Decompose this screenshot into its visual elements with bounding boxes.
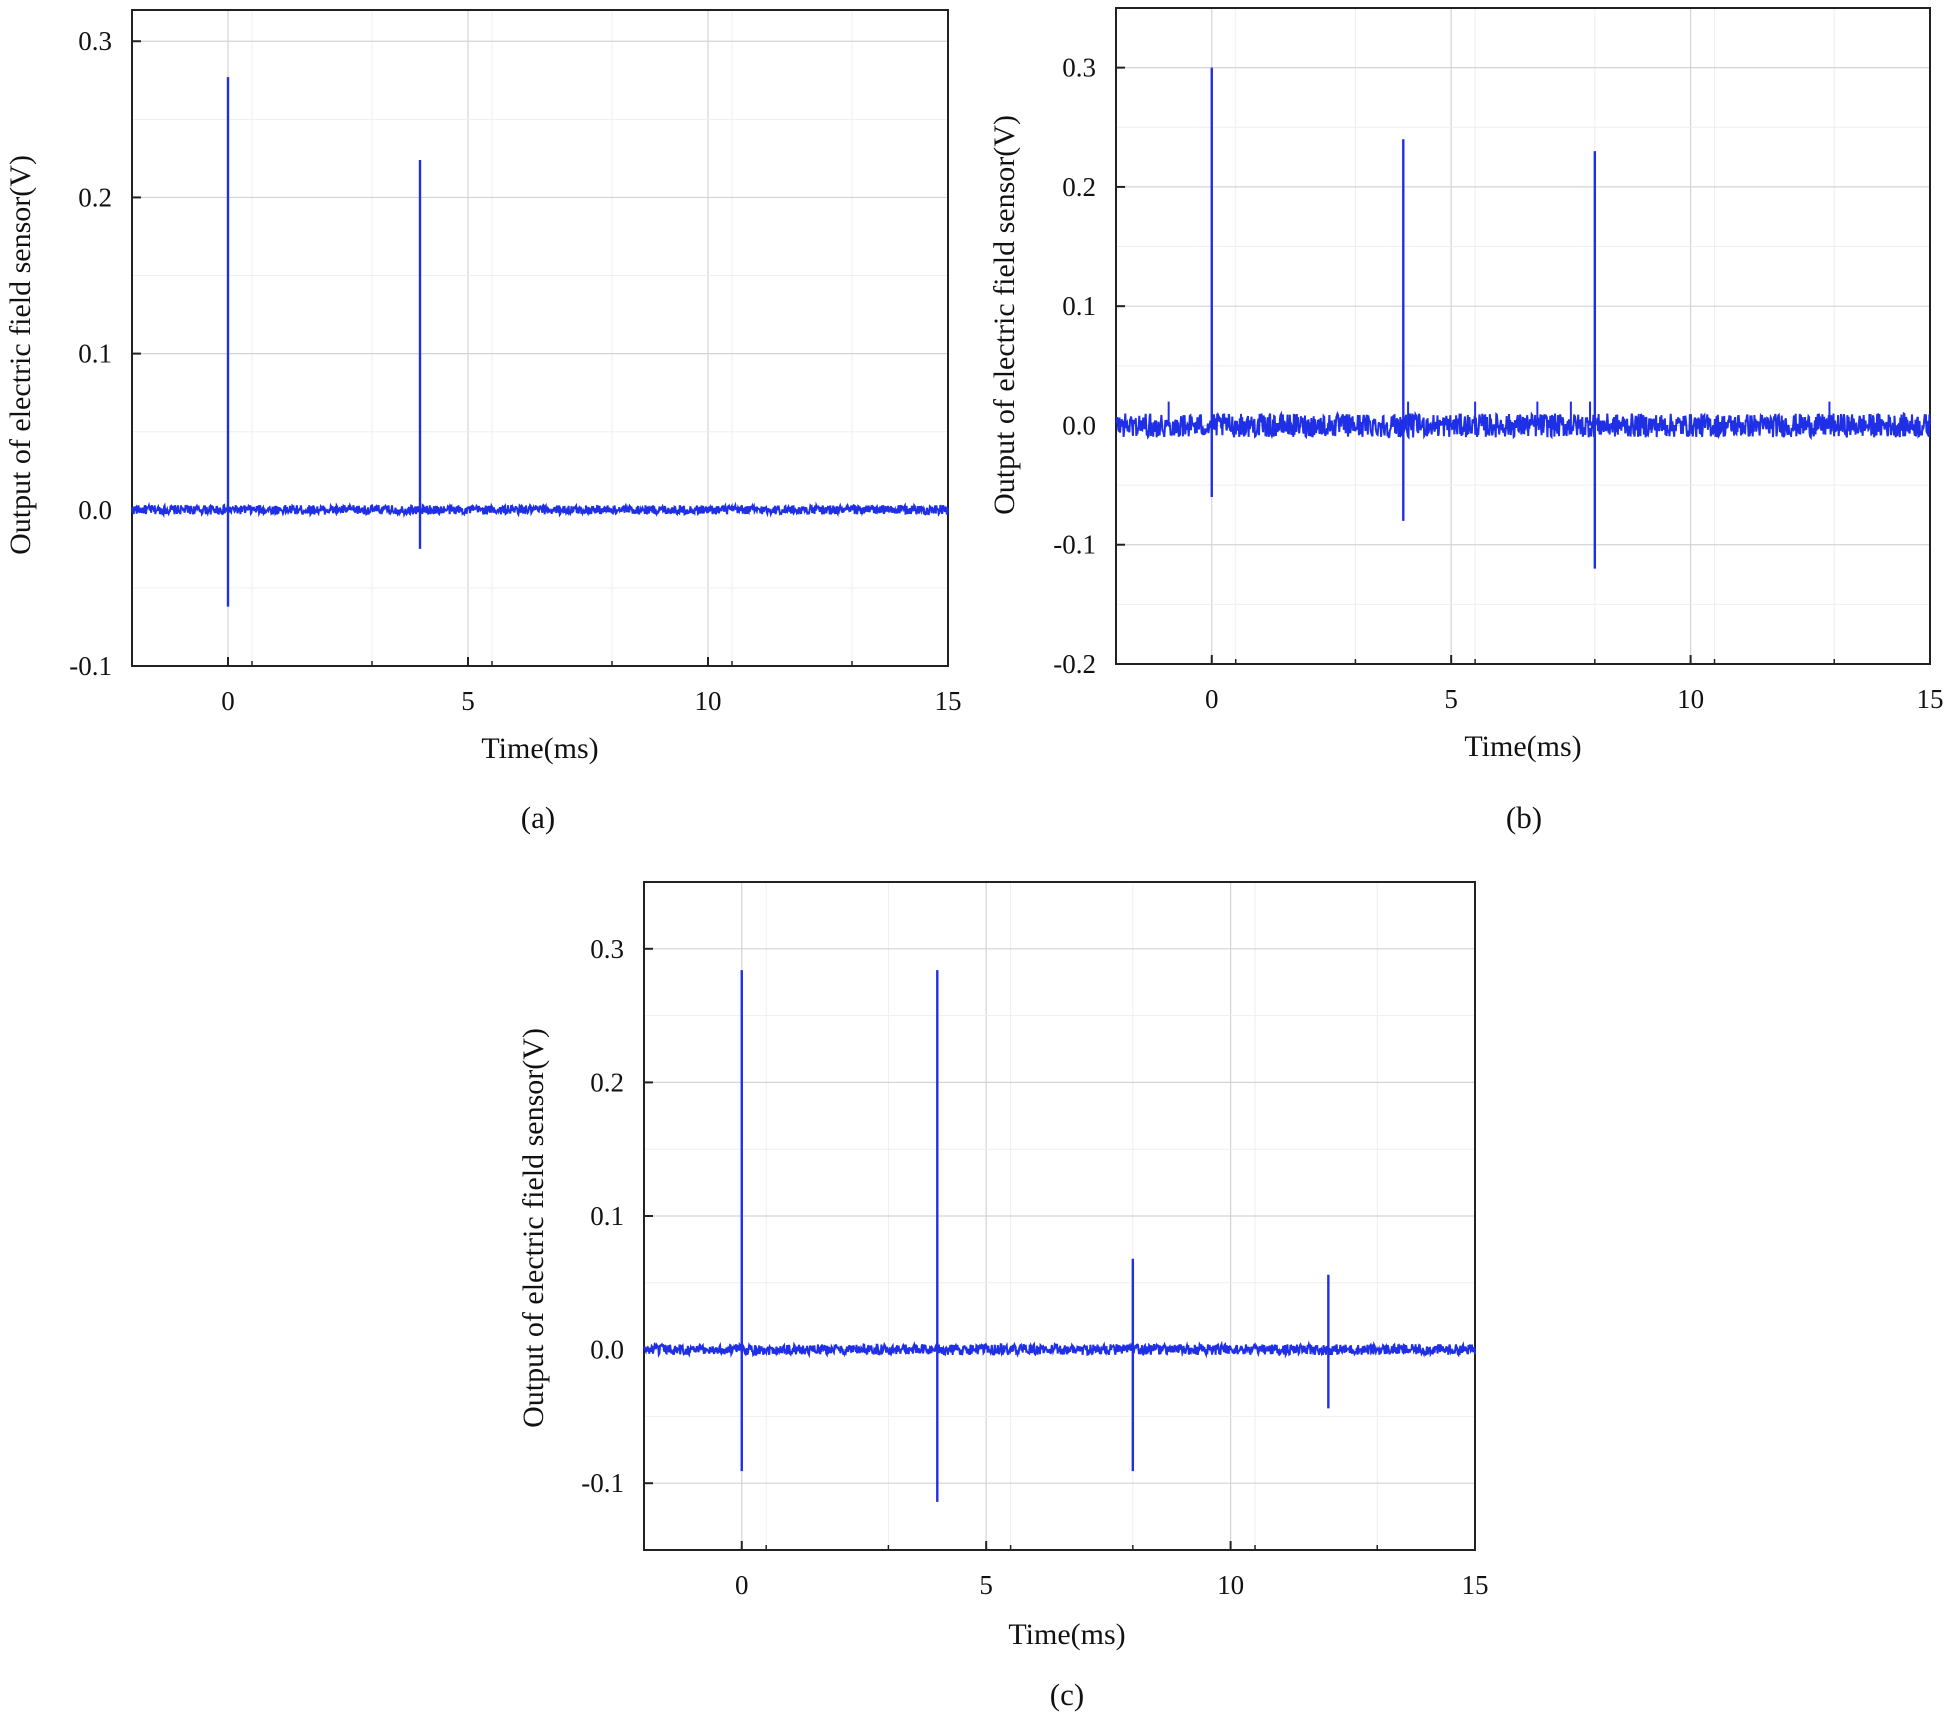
y-tick-label: 0.0 [1062, 410, 1096, 440]
y-tick-label: 0.1 [590, 1201, 624, 1231]
x-tick-label: 0 [1205, 684, 1219, 714]
x-tick-label: 5 [1444, 684, 1458, 714]
y-tick-label: 0.2 [78, 182, 112, 212]
grid [1115, 8, 1931, 665]
chart-panel-b: 0 5 10 15 0.3 0.2 0.1 0.0 -0.1 -0.2 Time(ms) Outp… [988, 7, 1944, 835]
y-tick-label: -0.1 [581, 1468, 624, 1498]
y-tick-label: -0.1 [1053, 530, 1096, 560]
tick-labels: 0 5 10 15 0.3 0.2 0.1 0.0 -0.1 [581, 934, 1488, 1600]
y-tick-label: 0.1 [1062, 291, 1096, 321]
axes [131, 9, 949, 667]
panel-label: (c) [1050, 1677, 1084, 1712]
y-tick-label: 0.0 [590, 1335, 624, 1365]
x-axis-title: Time(ms) [481, 732, 598, 765]
y-tick-label: -0.2 [1053, 649, 1096, 679]
y-tick-label: 0.2 [590, 1067, 624, 1097]
chart-panel-a: 0 5 10 15 0.3 0.2 0.1 0.0 -0.1 Time(ms) Output o… [4, 9, 962, 835]
panel-label: (a) [521, 800, 555, 835]
axes [1115, 7, 1931, 665]
y-tick-label: 0.3 [590, 934, 624, 964]
plot-frame [1115, 7, 1931, 665]
panel-label: (b) [1506, 800, 1542, 835]
signal-series [643, 970, 1476, 1502]
x-tick-label: 15 [935, 686, 962, 716]
tick-labels: 0 5 10 15 0.3 0.2 0.1 0.0 -0.1 -0.2 [1053, 53, 1943, 714]
y-axis-title: Output of electric field sensor(V) [4, 155, 37, 555]
noise-trace [1115, 410, 1931, 441]
x-tick-label: 10 [695, 686, 722, 716]
y-axis-title: Output of electric field sensor(V) [988, 115, 1021, 515]
plot-frame [131, 9, 949, 667]
x-axis-title: Time(ms) [1008, 1618, 1125, 1651]
grid [131, 10, 949, 667]
y-tick-label: 0.2 [1062, 172, 1096, 202]
y-tick-label: -0.1 [69, 651, 112, 681]
signal-series [1115, 67, 1931, 569]
noise-trace [643, 1340, 1476, 1359]
tick-labels: 0 5 10 15 0.3 0.2 0.1 0.0 -0.1 [69, 26, 961, 716]
y-axis-title: Output of electric field sensor(V) [517, 1028, 550, 1428]
y-tick-label: 0.1 [78, 339, 112, 369]
x-tick-label: 5 [461, 686, 475, 716]
x-tick-label: 10 [1217, 1570, 1244, 1600]
chart-panel-c: 0 5 10 15 0.3 0.2 0.1 0.0 -0.1 Time(ms) Output o… [517, 881, 1489, 1712]
x-tick-label: 15 [1462, 1570, 1489, 1600]
y-tick-label: 0.3 [78, 26, 112, 56]
grid [643, 882, 1476, 1550]
y-tick-label: 0.0 [78, 495, 112, 525]
x-tick-label: 0 [221, 686, 235, 716]
x-tick-label: 15 [1917, 684, 1944, 714]
noise-trace [131, 501, 949, 519]
x-axis-title: Time(ms) [1464, 730, 1581, 763]
x-tick-label: 5 [979, 1570, 993, 1600]
y-tick-label: 0.3 [1062, 53, 1096, 83]
x-tick-label: 0 [735, 1570, 749, 1600]
signal-series [131, 77, 949, 607]
x-tick-label: 10 [1677, 684, 1704, 714]
